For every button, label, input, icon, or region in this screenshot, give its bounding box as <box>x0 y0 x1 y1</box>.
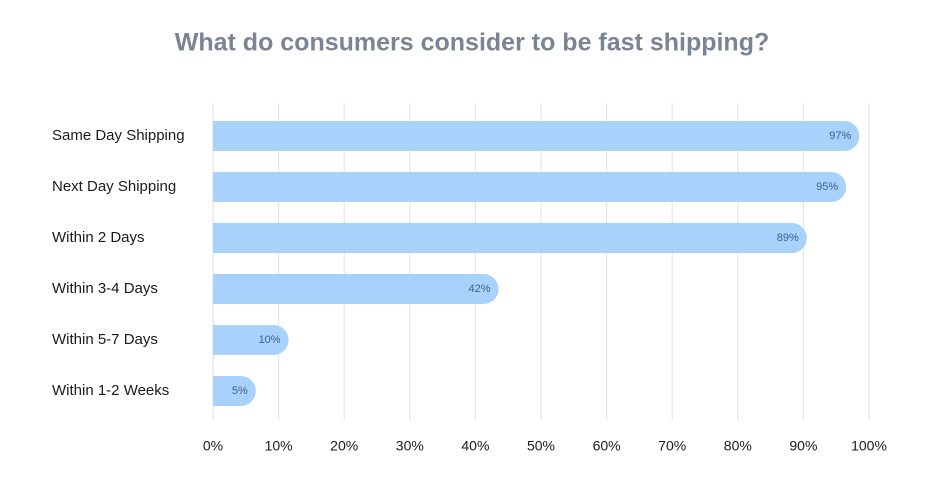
category-label: Within 5-7 Days <box>52 331 158 348</box>
x-tick-label: 10% <box>265 438 293 454</box>
chart-title: What do consumers consider to be fast sh… <box>175 29 770 57</box>
category-label: Next Day Shipping <box>52 178 176 195</box>
x-tick-label: 0% <box>203 438 223 454</box>
bar <box>213 325 289 355</box>
bar <box>213 172 847 202</box>
x-tick-label: 20% <box>330 438 358 454</box>
category-label: Within 3-4 Days <box>52 280 158 297</box>
value-label: 5% <box>232 385 248 397</box>
x-tick-label: 80% <box>724 438 752 454</box>
value-label: 89% <box>777 232 799 244</box>
x-tick-label: 60% <box>593 438 621 454</box>
x-tick-label: 100% <box>851 438 887 454</box>
category-label: Within 2 Days <box>52 229 145 246</box>
x-tick-label: 50% <box>527 438 555 454</box>
x-tick-label: 30% <box>396 438 424 454</box>
x-tick-label: 40% <box>461 438 489 454</box>
bar <box>213 223 807 253</box>
value-label: 10% <box>259 334 281 346</box>
value-label: 42% <box>468 283 490 295</box>
bar <box>213 376 256 406</box>
bar <box>213 274 499 304</box>
category-label: Within 1-2 Weeks <box>52 382 169 399</box>
x-tick-label: 90% <box>789 438 817 454</box>
value-label: 95% <box>816 181 838 193</box>
x-tick-label: 70% <box>658 438 686 454</box>
value-label: 97% <box>829 130 851 142</box>
bar <box>213 121 860 151</box>
category-label: Same Day Shipping <box>52 127 185 144</box>
